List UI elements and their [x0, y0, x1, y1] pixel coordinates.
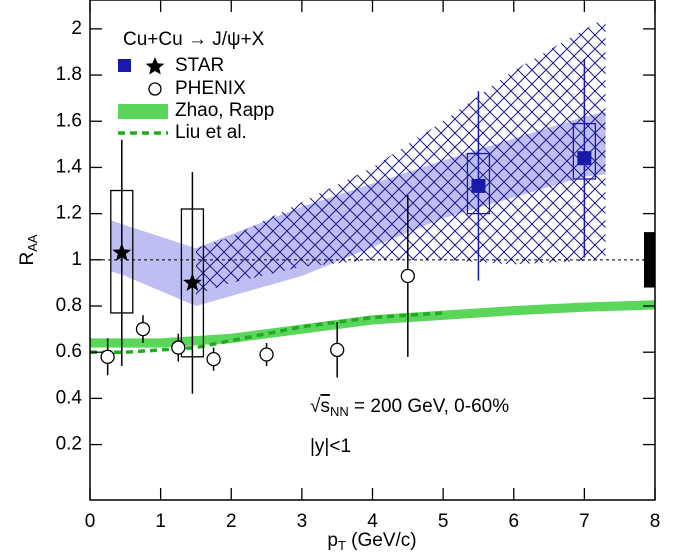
- systematic-box: [110, 189, 134, 314]
- annotation-part: NN: [330, 404, 349, 419]
- legend-label: PHENIX: [175, 78, 246, 99]
- y-tick-label: 0.8: [56, 295, 82, 316]
- legend-label: Liu et al.: [175, 122, 247, 143]
- annotation-part: √: [310, 396, 321, 417]
- systematic-box: [466, 152, 491, 215]
- data-point: [577, 151, 592, 166]
- plot-area: [90, 17, 655, 394]
- legend-marker: [118, 59, 131, 72]
- y-axis-title-part: R: [17, 252, 38, 266]
- x-tick-label: 1: [155, 511, 166, 532]
- x-tick-label: 7: [579, 511, 590, 532]
- x-axis-title-part: T: [338, 538, 346, 553]
- systematic-box: [572, 122, 597, 180]
- x-axis-title-part: p: [327, 530, 338, 551]
- y-axis-title: RAA: [17, 234, 40, 265]
- data-point: [135, 321, 151, 337]
- x-tick-label: 5: [438, 511, 449, 532]
- data-point: [471, 178, 486, 193]
- legend-marker: [145, 57, 165, 75]
- data-point: [206, 351, 221, 367]
- model-band: [90, 300, 655, 348]
- legend: Cu+Cu → J/ψ+X STAR PHENIX Zhao, Rapp Liu…: [118, 29, 274, 143]
- legend-title: Cu+Cu → J/ψ+X: [123, 29, 265, 50]
- hatched-band: [195, 17, 606, 295]
- x-tick-label: 0: [85, 511, 96, 532]
- data-point: [259, 347, 274, 362]
- data-point: [400, 268, 415, 284]
- annotation-part: s: [320, 396, 330, 417]
- y-axis-title-part: AA: [25, 234, 40, 252]
- annotation: √sNN = 200 GeV, 0-60%: [310, 396, 509, 419]
- y-tick-label: 0.6: [56, 341, 82, 362]
- y-tick-label: 1.2: [56, 203, 82, 224]
- systematic-box: [180, 208, 205, 358]
- x-tick-label: 2: [226, 511, 237, 532]
- data-point: [171, 340, 186, 355]
- normalization-box: [644, 232, 655, 288]
- legend-label: STAR: [175, 55, 224, 76]
- y-tick-label: 1.8: [56, 64, 82, 85]
- data-point: [330, 342, 345, 358]
- y-tick-label: 2: [71, 18, 82, 39]
- legend-marker: [148, 82, 162, 96]
- annotation: |y|<1: [310, 436, 351, 457]
- legend-label: Zhao, Rapp: [175, 100, 274, 121]
- y-tick-label: 0.2: [56, 434, 82, 455]
- y-tick-label: 1.6: [56, 110, 82, 131]
- x-axis-title: pT (GeV/c): [327, 530, 416, 553]
- annotation-part: = 200 GeV, 0-60%: [349, 396, 509, 417]
- y-tick-label: 1: [71, 249, 82, 270]
- y-tick-label: 1.4: [56, 156, 83, 177]
- x-tick-label: 3: [297, 511, 308, 532]
- legend-marker: [118, 104, 168, 119]
- data-point: [100, 349, 115, 364]
- x-tick-label: 4: [367, 511, 378, 532]
- data-point: [112, 242, 132, 261]
- y-tick-label: 0.4: [56, 387, 83, 408]
- x-tick-label: 6: [508, 511, 519, 532]
- x-tick-label: 8: [650, 511, 661, 532]
- x-axis-title-part: (GeV/c): [346, 530, 417, 551]
- data-point: [182, 272, 202, 292]
